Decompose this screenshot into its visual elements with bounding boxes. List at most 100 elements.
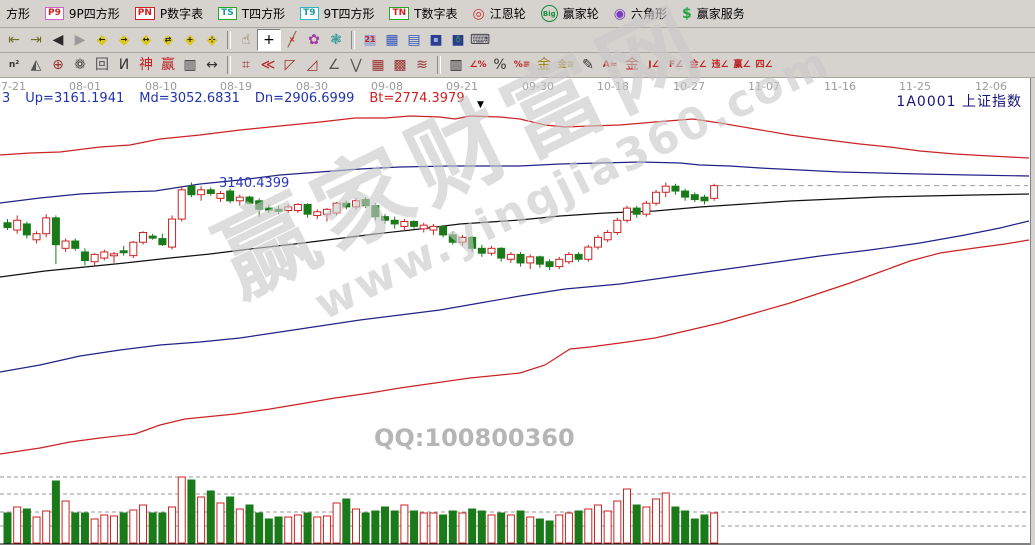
candle xyxy=(710,185,719,199)
tool-measure-icon: ↔ xyxy=(206,57,218,73)
tool-measure[interactable]: ↔ xyxy=(201,55,223,75)
save-web-button[interactable]: ■ ♁ xyxy=(447,30,469,50)
hand-tool-button-icon: ☝ xyxy=(241,32,251,48)
tool-gold-line[interactable]: 金 xyxy=(621,55,643,75)
candle xyxy=(535,256,544,265)
menu-gann-wheel[interactable]: ◎ 江恩轮 xyxy=(473,5,526,22)
tool-wave-a[interactable]: A≈ xyxy=(599,55,621,75)
menu-hexagon[interactable]: ◉ 六角形 xyxy=(614,5,667,22)
tool-percent-lines[interactable]: %≡ xyxy=(511,55,533,75)
tool-percent-slope[interactable]: ∠% xyxy=(467,55,489,75)
tool-ying[interactable]: 赢 xyxy=(157,55,179,75)
date-tick: 09-30 xyxy=(522,80,554,93)
volume-bar xyxy=(535,518,544,544)
volume-bar xyxy=(632,504,641,544)
goto-first-button[interactable]: ⇤ xyxy=(3,30,25,50)
tool-grid-n2[interactable]: n² xyxy=(3,55,25,75)
tool-spiral[interactable]: ❁ xyxy=(69,55,91,75)
tool-grid[interactable]: ▦ xyxy=(367,55,389,75)
tool-mirror-angle[interactable]: ◭ xyxy=(25,55,47,75)
menu-9t-square[interactable]: T9 9T四方形 xyxy=(300,5,374,22)
step-back-button[interactable]: ◀ xyxy=(47,30,69,50)
volume-bar xyxy=(80,512,89,544)
tool-shen[interactable]: 神 xyxy=(135,55,157,75)
tool-fan-box2-icon: ◿ xyxy=(306,57,318,73)
candle xyxy=(51,217,60,246)
diamond-right-button[interactable]: ◆ → xyxy=(113,30,135,50)
diamond-cross-button[interactable]: ◆ + xyxy=(179,30,201,50)
diamond-expand-h-button[interactable]: ◆ ↔ xyxy=(135,30,157,50)
erase-line-button[interactable]: ╱ × xyxy=(281,30,303,50)
volume-bar xyxy=(623,488,632,544)
volume-bar xyxy=(332,502,341,544)
erase-line-button-icon: ╱ xyxy=(287,32,297,48)
tool-brush[interactable]: ✎ xyxy=(577,55,599,75)
candle xyxy=(361,199,370,207)
candle xyxy=(381,216,390,221)
menu-t-number-table[interactable]: TN T数字表 xyxy=(389,5,458,22)
diamond-left-button-icon: ◆ xyxy=(96,32,108,48)
diamond-expand-all-button[interactable]: ◆ ⊹ xyxy=(201,30,223,50)
tool-price-bars[interactable]: ▥ xyxy=(445,55,467,75)
candle xyxy=(429,225,438,231)
save-button[interactable]: ■ ▪ xyxy=(425,30,447,50)
menu-t-square[interactable]: TS T四方形 xyxy=(218,5,285,22)
tool-fan-box[interactable]: ◸ xyxy=(279,55,301,75)
volume-bar xyxy=(690,518,699,544)
tool-zigzag[interactable]: И xyxy=(113,55,135,75)
calculator-button[interactable]: ▦ xyxy=(381,30,403,50)
hand-tool-button[interactable]: ☝ xyxy=(235,30,257,50)
menu-p-number-table[interactable]: PN P数字表 xyxy=(134,5,203,22)
tool-circle-line[interactable]: ⊕ xyxy=(47,55,69,75)
volume-bar xyxy=(487,514,496,544)
tool-si-angle[interactable]: 四∠ xyxy=(753,55,775,75)
candle xyxy=(603,231,612,241)
date-tick: 09-21 xyxy=(446,80,478,93)
tool-wei-angle[interactable]: 违∠ xyxy=(709,55,731,75)
tool-gann-square[interactable]: ⌗ xyxy=(235,55,257,75)
crosshair-tool-button[interactable]: + xyxy=(257,29,281,51)
volume-bar xyxy=(458,512,467,544)
tool-ruler[interactable]: ▥ xyxy=(179,55,201,75)
candle xyxy=(3,222,12,229)
brain-tool-button[interactable]: ❃ xyxy=(325,30,347,50)
tool-gold-lines[interactable]: 金≡ xyxy=(555,55,577,75)
toolbar-separator xyxy=(351,31,355,49)
workstation-button[interactable]: ⌨ xyxy=(469,30,491,50)
volume-bar xyxy=(351,508,360,544)
notes-button[interactable]: ▤ xyxy=(403,30,425,50)
tool-f-angle[interactable]: F∠ xyxy=(665,55,687,75)
tool-j-angle[interactable]: J∠ xyxy=(643,55,665,75)
calendar-button[interactable]: ▦ 21 xyxy=(359,30,381,50)
volume-bar xyxy=(226,496,235,544)
tool-wave[interactable]: ⋁ xyxy=(345,55,367,75)
volume-bar xyxy=(32,516,41,544)
volume-bar xyxy=(303,512,312,544)
candle xyxy=(168,218,177,248)
tool-square-spiral[interactable]: 回 xyxy=(91,55,113,75)
tool-gold-angle[interactable]: 金∠ xyxy=(687,55,709,75)
menu-9p-square[interactable]: P9 9P四方形 xyxy=(45,5,120,22)
candle xyxy=(419,224,428,230)
tool-ying-angle[interactable]: 赢∠ xyxy=(731,55,753,75)
tool-trend-angle[interactable]: ∠ xyxy=(323,55,345,75)
menu-winner-wheel[interactable]: Big 赢家轮 xyxy=(540,5,599,22)
tool-grid-diag[interactable]: ▩ xyxy=(389,55,411,75)
tool-percent[interactable]: % xyxy=(489,55,511,75)
volume-bar xyxy=(419,512,428,544)
tool-gold-circle[interactable]: 金 xyxy=(533,55,555,75)
menu-square[interactable]: 方形 xyxy=(6,5,30,22)
diamond-swap-button[interactable]: ◆ ⇄ xyxy=(157,30,179,50)
diamond-left-button[interactable]: ◆ ← xyxy=(91,30,113,50)
tool-fan-box2[interactable]: ◿ xyxy=(301,55,323,75)
candle xyxy=(187,185,196,196)
menu-winner-service[interactable]: $ 赢家服务 xyxy=(682,5,745,22)
tool-wave-a-icon: A≈ xyxy=(602,60,618,70)
tool-fan-lines[interactable]: ≪ xyxy=(257,55,279,75)
goto-last-button[interactable]: ⇥ xyxy=(25,30,47,50)
knot-tool-button[interactable]: ✿ xyxy=(303,30,325,50)
step-forward-button[interactable]: ▶ xyxy=(69,30,91,50)
tool-parallel[interactable]: ≋ xyxy=(411,55,433,75)
candlestick-chart[interactable] xyxy=(0,78,1030,545)
